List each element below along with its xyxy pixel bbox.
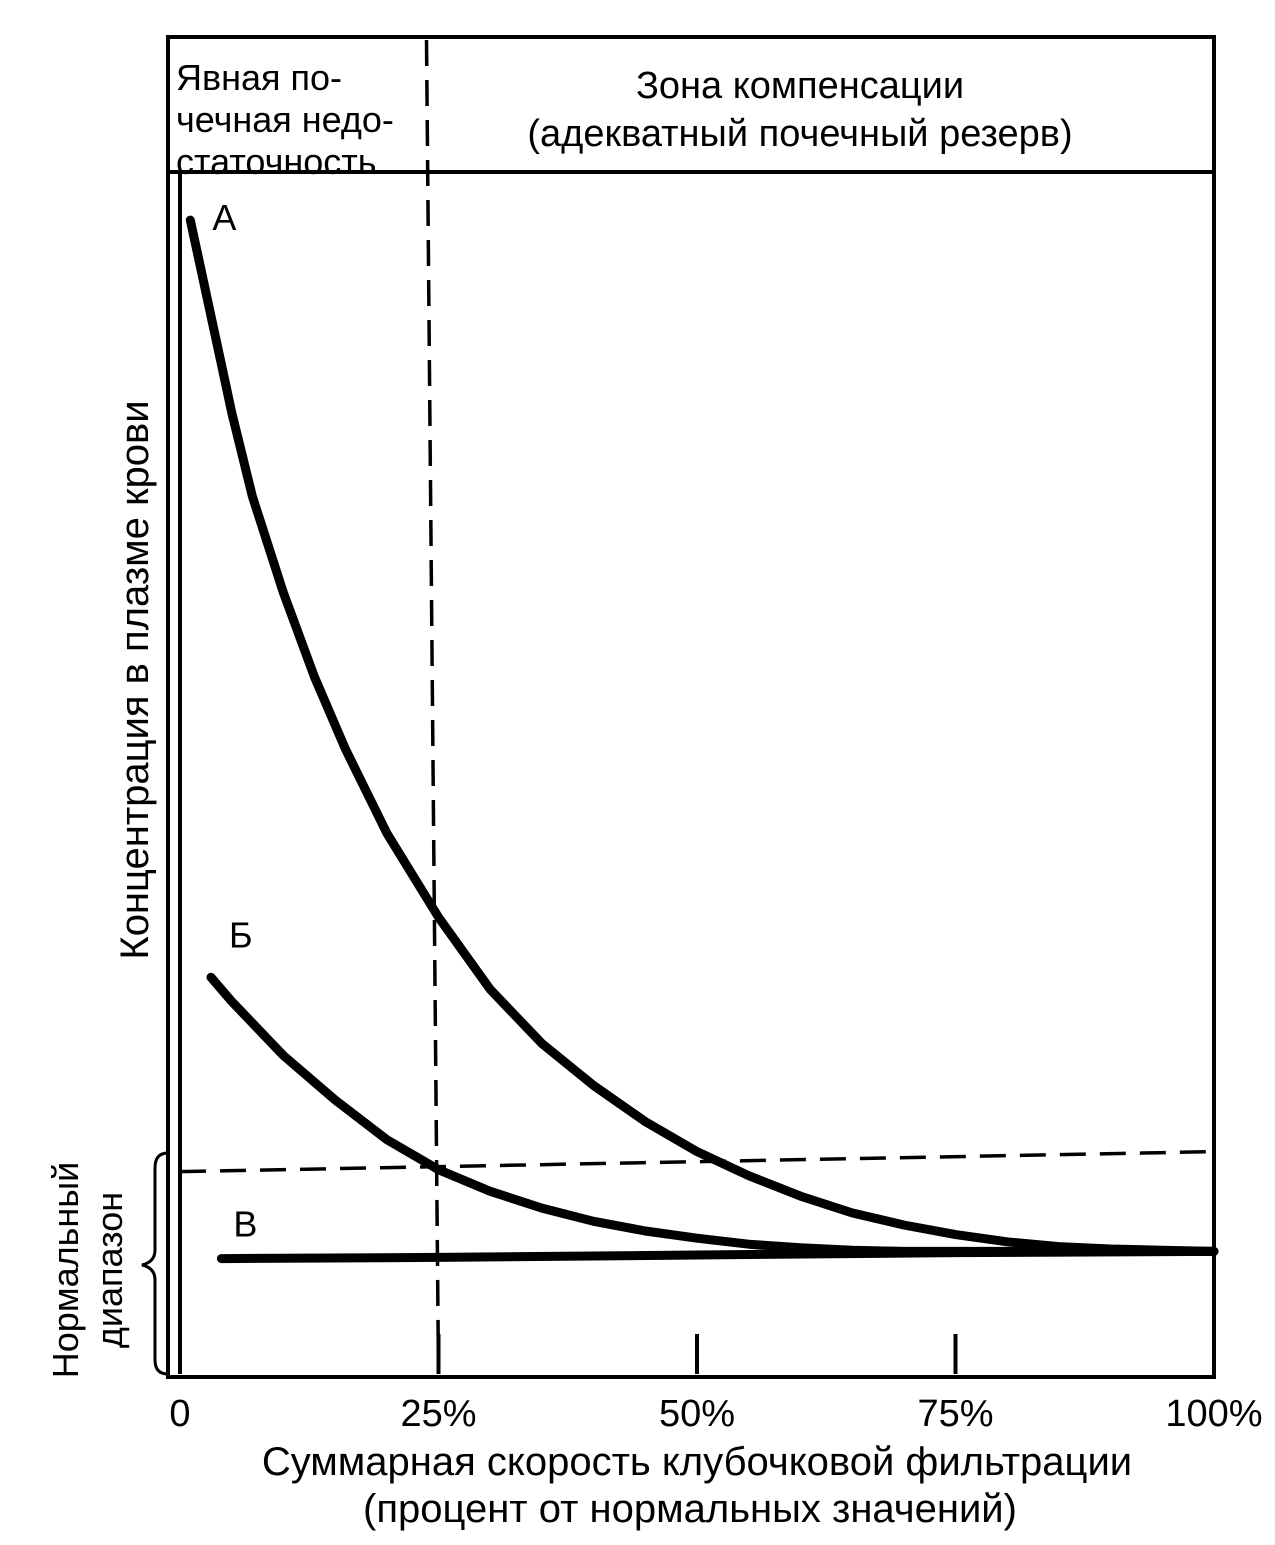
y-axis-label: Концентрация в плазме крови [113, 400, 157, 959]
failure-zone-line-2: чечная недо- [176, 99, 394, 140]
chart-frame [166, 35, 1216, 1379]
normal-range-bracket [141, 1151, 169, 1376]
failure-zone-line-1: Явная по- [176, 57, 342, 98]
normal-range-label-line-1: Нормальный [45, 1162, 86, 1378]
normal-range-label-line-2: диапазон [89, 1192, 130, 1348]
compensation-zone-line-2: (адекватный почечный резерв) [527, 113, 1072, 155]
failure-zone-line-3: статочность [176, 141, 377, 182]
zone-divider-dashed-line [424, 39, 441, 1375]
series-line-2 [216, 1246, 1219, 1264]
normal-upper-limit-dashed-line [179, 1149, 1215, 1174]
series-label-0: А [212, 197, 236, 238]
x-tick-label-1: 25% [400, 1393, 476, 1435]
series-label-2: В [233, 1204, 257, 1245]
x-tick-label-4: 100% [1165, 1393, 1262, 1435]
series-line-1 [206, 972, 1219, 1256]
x-tick-label-0: 0 [169, 1393, 190, 1435]
x-tick-label-3: 75% [917, 1393, 993, 1435]
series-line-0 [185, 215, 1219, 1256]
x-axis-label-line-2: (процент от нормальных значений) [363, 1487, 1017, 1531]
series-label-1: Б [229, 914, 253, 955]
x-axis-label-line-1: Суммарная скорость клубочковой фильтраци… [262, 1440, 1132, 1484]
x-tick-label-2: 50% [659, 1393, 735, 1435]
compensation-zone-line-1: Зона компенсации [636, 65, 964, 107]
